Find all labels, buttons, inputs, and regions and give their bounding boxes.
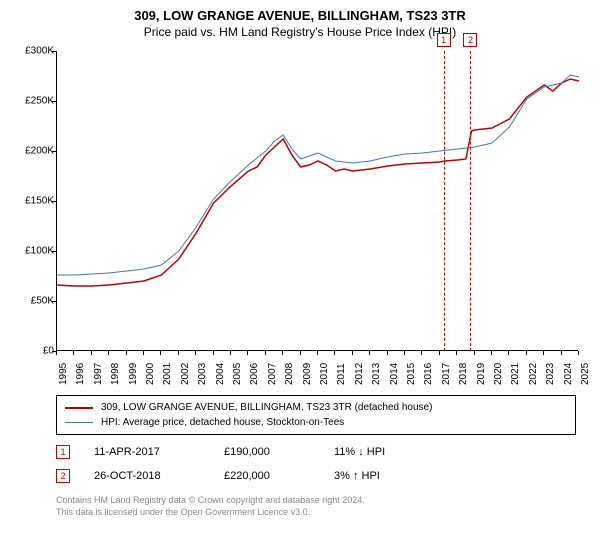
y-tick-label: £150K [14,196,54,207]
line-series-svg [57,51,579,351]
chart-subtitle: Price paid vs. HM Land Registry's House … [14,25,586,39]
y-tick-label: £200K [14,146,54,157]
footer-line-2: This data is licensed under the Open Gov… [56,507,586,519]
plot-area [56,51,578,351]
sale-date: 26-OCT-2018 [94,470,224,482]
sales-list: 1 11-APR-2017£190,00011% ↓ HPI 2 26-OCT-201… [14,445,586,483]
event-marker: 1 [437,33,451,47]
legend-swatch-2 [65,422,93,424]
sale-diff: 3% ↑ HPI [334,470,444,482]
event-marker: 2 [463,33,477,47]
legend: 309, LOW GRANGE AVENUE, BILLINGHAM, TS23… [56,395,576,435]
sale-marker: 1 [56,445,70,459]
event-line [444,51,445,351]
series-line [57,75,579,275]
legend-swatch-1 [65,407,93,409]
footer: Contains HM Land Registry data © Crown c… [56,495,586,518]
legend-label-1: 309, LOW GRANGE AVENUE, BILLINGHAM, TS23… [101,402,432,413]
legend-row-1: 309, LOW GRANGE AVENUE, BILLINGHAM, TS23… [65,400,567,415]
sale-row: 1 11-APR-2017£190,00011% ↓ HPI [56,445,586,459]
y-tick-label: £300K [14,46,54,57]
y-tick-label: £0 [14,346,54,357]
sale-price: £190,000 [224,446,334,458]
sale-marker: 2 [56,469,70,483]
y-tick-label: £50K [14,296,54,307]
series-line [57,79,579,286]
chart-box: £0£50K£100K£150K£200K£250K£300K199519961… [14,47,586,387]
legend-label-2: HPI: Average price, detached house, Stoc… [101,417,344,428]
chart-container: 309, LOW GRANGE AVENUE, BILLINGHAM, TS23… [0,0,600,524]
sale-date: 11-APR-2017 [94,446,224,458]
event-line [470,51,471,351]
sale-price: £220,000 [224,470,334,482]
y-tick-label: £100K [14,246,54,257]
sale-row: 2 26-OCT-2018£220,0003% ↑ HPI [56,469,586,483]
chart-title: 309, LOW GRANGE AVENUE, BILLINGHAM, TS23… [14,8,586,23]
footer-line-1: Contains HM Land Registry data © Crown c… [56,495,586,507]
sale-diff: 11% ↓ HPI [334,446,444,458]
x-tick-label: 2025 [580,363,600,385]
y-tick-label: £250K [14,96,54,107]
legend-row-2: HPI: Average price, detached house, Stoc… [65,415,567,430]
